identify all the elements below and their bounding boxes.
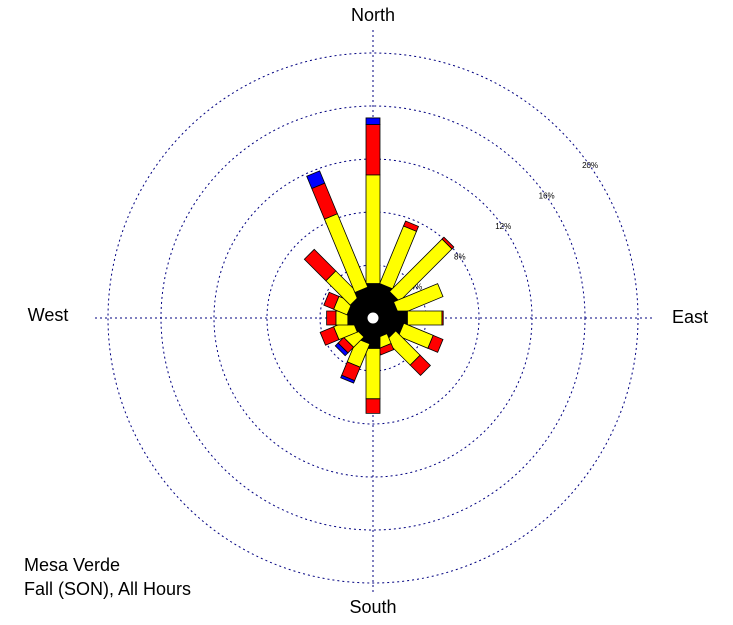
bar-segment (334, 342, 349, 357)
bar-segment (365, 117, 381, 125)
bar-segment (365, 348, 381, 400)
bar-segment (393, 283, 444, 316)
bar-segment (340, 374, 356, 384)
west-label: West (28, 305, 69, 325)
r-tick-label: 4% (411, 283, 423, 292)
bar-segment (303, 248, 337, 282)
east-label: East (672, 307, 708, 327)
bar-segment (407, 310, 443, 326)
bar-segment (441, 310, 444, 326)
r-tick-label: 16% (539, 192, 555, 201)
bar-segment (323, 291, 340, 310)
bar-segment (319, 326, 340, 346)
bar-segment (441, 236, 455, 250)
r-tick-label: 12% (495, 222, 511, 231)
bar-segment (365, 174, 381, 284)
bar-segment (306, 170, 326, 189)
bar-segment (311, 182, 338, 220)
bar-segment (409, 354, 431, 376)
grid-ring (160, 105, 586, 531)
bar-segment (365, 398, 381, 414)
south-label: South (349, 597, 396, 617)
center-hub (366, 311, 380, 325)
r-tick-label: 20% (582, 161, 598, 170)
bar-segment (403, 220, 420, 232)
grid-ring (107, 52, 639, 584)
north-label: North (351, 5, 395, 25)
annotation: Mesa Verde (24, 555, 120, 575)
r-tick-label: 8% (454, 252, 466, 261)
grid-ring (266, 211, 480, 425)
bar-segment (365, 124, 381, 176)
bar-segment (326, 310, 337, 326)
grid-ring (213, 158, 533, 478)
bar-segment (427, 334, 444, 353)
annotation: Fall (SON), All Hours (24, 579, 191, 599)
